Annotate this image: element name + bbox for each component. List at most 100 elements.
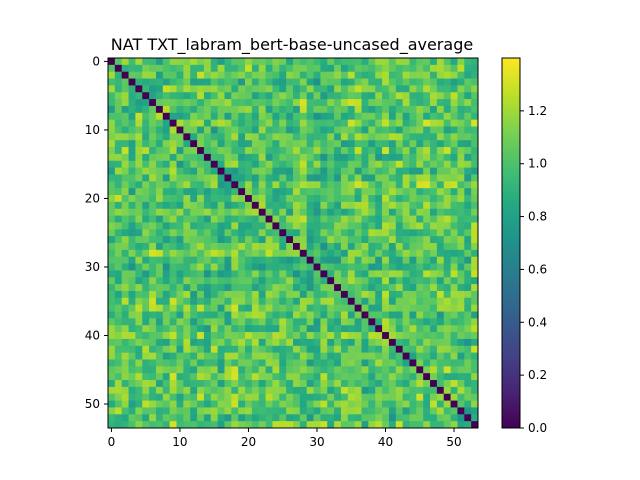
heatmap-cell	[121, 386, 129, 395]
heatmap-cell	[409, 284, 417, 292]
heatmap-cell	[258, 236, 266, 244]
heatmap-cell	[142, 92, 150, 100]
heatmap-cell	[149, 414, 157, 422]
heatmap-cell	[272, 249, 280, 258]
heatmap-cell	[155, 345, 164, 354]
heatmap-cell	[306, 119, 314, 127]
heatmap-cell	[471, 119, 479, 127]
heatmap-cell	[169, 195, 177, 203]
heatmap-cell	[224, 92, 232, 100]
heatmap-cell	[388, 215, 397, 223]
heatmap-cell	[416, 414, 424, 422]
heatmap-cell	[382, 277, 390, 285]
heatmap-cell	[265, 208, 273, 216]
heatmap-cell	[121, 147, 129, 155]
heatmap-cell	[155, 256, 164, 264]
heatmap-cell	[135, 277, 143, 285]
heatmap-cell	[210, 92, 219, 100]
heatmap-cell	[190, 174, 198, 182]
heatmap-cell	[142, 332, 150, 340]
heatmap-cell	[423, 160, 431, 169]
heatmap-cell	[361, 78, 369, 86]
heatmap-cell	[258, 167, 266, 175]
heatmap-cell	[368, 318, 376, 326]
heatmap-cell	[347, 400, 356, 408]
heatmap-cell	[108, 222, 116, 230]
heatmap-cell	[436, 304, 445, 312]
heatmap-cell	[176, 195, 184, 203]
heatmap-cell	[108, 386, 116, 395]
heatmap-cell	[313, 229, 321, 237]
heatmap-cell	[265, 105, 273, 114]
heatmap-cell	[210, 126, 219, 134]
heatmap-cell	[375, 332, 383, 340]
heatmap-cell	[203, 64, 212, 73]
heatmap-cell	[265, 133, 273, 141]
heatmap-cell	[238, 352, 246, 360]
heatmap-cell	[197, 195, 205, 203]
heatmap-cell	[210, 99, 219, 107]
heatmap-cell	[245, 119, 253, 127]
heatmap-cell	[121, 236, 129, 244]
heatmap-cell	[169, 249, 177, 258]
heatmap-cell	[416, 119, 424, 127]
heatmap-cell	[402, 222, 410, 230]
heatmap-cell	[108, 263, 116, 271]
heatmap-cell	[382, 352, 390, 360]
heatmap-cell	[306, 78, 314, 86]
heatmap-cell	[162, 304, 171, 312]
heatmap-cell	[197, 311, 205, 319]
heatmap-cell	[135, 352, 143, 360]
heatmap-cell	[108, 58, 116, 66]
heatmap-cell	[327, 380, 335, 388]
heatmap-cell	[375, 270, 383, 278]
x-tick-label: 20	[241, 435, 256, 449]
heatmap-cell	[231, 249, 239, 258]
heatmap-cell	[279, 393, 287, 401]
heatmap-cell	[320, 366, 328, 374]
heatmap-cell	[375, 311, 383, 319]
heatmap-cell	[210, 85, 219, 93]
heatmap-cell	[354, 284, 362, 292]
heatmap-cell	[149, 318, 157, 326]
heatmap-cell	[135, 133, 143, 141]
heatmap-cell	[471, 366, 479, 374]
heatmap-cell	[361, 92, 369, 100]
heatmap-cell	[162, 318, 171, 326]
heatmap-cell	[361, 290, 369, 299]
heatmap-cell	[258, 71, 266, 79]
heatmap-cell	[409, 243, 417, 251]
heatmap-cell	[430, 133, 438, 141]
heatmap-cell	[457, 290, 465, 299]
heatmap-cell	[334, 133, 342, 141]
heatmap-cell	[375, 153, 383, 162]
heatmap-cell	[347, 112, 356, 121]
heatmap-cell	[251, 359, 260, 367]
heatmap-cell	[430, 147, 438, 155]
heatmap-cell	[402, 58, 410, 66]
heatmap-cell	[108, 249, 116, 258]
heatmap-cell	[450, 236, 458, 244]
heatmap-cell	[149, 249, 157, 258]
heatmap-cell	[464, 167, 472, 175]
heatmap-cell	[190, 352, 198, 360]
heatmap-cell	[286, 380, 294, 388]
heatmap-cell	[457, 249, 465, 258]
heatmap-cell	[121, 71, 129, 79]
heatmap-cell	[334, 99, 342, 107]
heatmap-cell	[368, 345, 376, 354]
heatmap-cell	[320, 270, 328, 278]
heatmap-cell	[128, 332, 136, 340]
heatmap-cell	[361, 407, 369, 415]
heatmap-cell	[203, 414, 212, 422]
heatmap-cell	[423, 359, 431, 367]
heatmap-cell	[190, 386, 198, 395]
heatmap-cell	[334, 380, 342, 388]
heatmap-cell	[245, 195, 253, 203]
heatmap-cell	[416, 58, 424, 66]
heatmap-cell	[251, 311, 260, 319]
heatmap-cell	[327, 304, 335, 312]
heatmap-cell	[108, 112, 116, 121]
heatmap-cell	[450, 153, 458, 162]
heatmap-cell	[299, 208, 308, 216]
